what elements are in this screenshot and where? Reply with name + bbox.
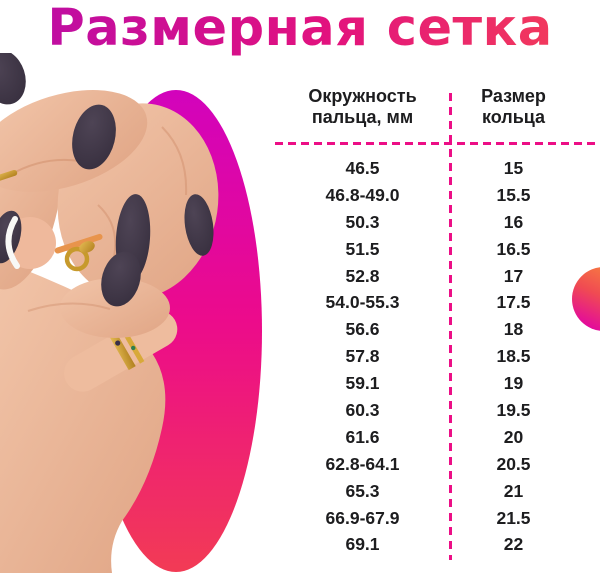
table-row: 65.3 21 — [275, 478, 597, 505]
column-header-circumference-line1: Окружность — [308, 86, 417, 106]
ring-size-value: 20 — [503, 426, 524, 447]
circumference-value: 57.8 — [345, 346, 380, 367]
gold-ring-left-edge — [0, 169, 18, 184]
ring-size-value: 15.5 — [496, 184, 531, 205]
ring-size-value: 16.5 — [496, 238, 531, 259]
white-ring — [5, 216, 20, 269]
table-row: 60.3 19.5 — [275, 397, 597, 424]
finger-base — [60, 278, 170, 338]
column-header-ring-size: Размер кольца — [450, 86, 597, 128]
ring-size-value: 19.5 — [496, 399, 531, 420]
table-body: 46.5 15 46.8-49.0 15.5 50.3 16 51.5 16.5 — [275, 155, 597, 558]
circumference-value: 66.9-67.9 — [325, 507, 400, 528]
ring-size-value: 16 — [503, 211, 524, 232]
page-title: Размерная сетка — [0, 0, 600, 58]
ring-size-value: 17.5 — [496, 292, 531, 313]
circumference-value: 60.3 — [345, 399, 380, 420]
table-row: 46.8-49.0 15.5 — [275, 182, 597, 209]
table-row: 66.9-67.9 21.5 — [275, 505, 597, 532]
gold-ring-hoop — [64, 246, 90, 272]
ring-size-value: 18 — [503, 319, 524, 340]
ring-size-value: 21 — [503, 480, 524, 501]
circumference-value: 61.6 — [345, 426, 380, 447]
circumference-value: 50.3 — [345, 211, 380, 232]
circumference-value: 54.0-55.3 — [325, 292, 400, 313]
vertical-dashed-divider — [449, 93, 452, 560]
table-row: 51.5 16.5 — [275, 236, 597, 263]
skin-crease — [161, 126, 188, 196]
nail-top-corner — [0, 53, 26, 105]
circumference-value: 69.1 — [345, 534, 380, 555]
table-row: 50.3 16 — [275, 209, 597, 236]
ring-size-value: 19 — [503, 373, 524, 394]
nail-little — [101, 251, 141, 307]
table-row: 62.8-64.1 20.5 — [275, 451, 597, 478]
nail-ring-finger — [184, 194, 214, 256]
ring-size-value: 17 — [503, 265, 524, 286]
column-header-ring-size-line1: Размер — [481, 86, 546, 106]
ring-size-table: Окружность пальца, мм Размер кольца 46.5… — [275, 86, 597, 564]
column-header-circumference: Окружность пальца, мм — [275, 86, 450, 128]
ring-size-value: 20.5 — [496, 453, 531, 474]
table-row: 57.8 18.5 — [275, 343, 597, 370]
column-header-circumference-line2: пальца, мм — [311, 107, 414, 127]
ring-gem-green — [131, 345, 136, 351]
column-header-ring-size-line2: кольца — [481, 107, 546, 127]
circumference-value: 56.6 — [345, 319, 380, 340]
table-row: 56.6 18 — [275, 316, 597, 343]
circumference-value: 52.8 — [345, 265, 380, 286]
table-row: 54.0-55.3 17.5 — [275, 289, 597, 316]
ring-size-value: 21.5 — [496, 507, 531, 528]
pinky-ring-band — [108, 330, 136, 371]
circumference-value: 59.1 — [345, 373, 380, 394]
circumference-value: 46.5 — [345, 157, 380, 178]
table-row: 61.6 20 — [275, 424, 597, 451]
ring-size-value: 15 — [503, 157, 524, 178]
ring-size-value: 22 — [503, 534, 524, 555]
hand-with-rings-photo — [0, 53, 219, 573]
table-row: 59.1 19 — [275, 370, 597, 397]
circumference-value: 62.8-64.1 — [325, 453, 400, 474]
table-header-row: Окружность пальца, мм Размер кольца — [275, 86, 597, 128]
gold-ring-band — [54, 233, 103, 254]
table-row: 46.5 15 — [275, 155, 597, 182]
skin-crease — [27, 302, 111, 312]
skin-crease — [97, 204, 117, 258]
nail-index — [72, 104, 116, 170]
circumference-value: 46.8-49.0 — [325, 184, 400, 205]
circumference-value: 51.5 — [345, 238, 380, 259]
ring-gem-dark — [115, 340, 121, 346]
ring-size-value: 18.5 — [496, 346, 531, 367]
horizontal-dashed-divider — [275, 142, 597, 145]
table-row: 52.8 17 — [275, 263, 597, 290]
gold-ring-clasp — [79, 241, 95, 253]
table-row: 69.1 22 — [275, 531, 597, 558]
circumference-value: 65.3 — [345, 480, 380, 501]
